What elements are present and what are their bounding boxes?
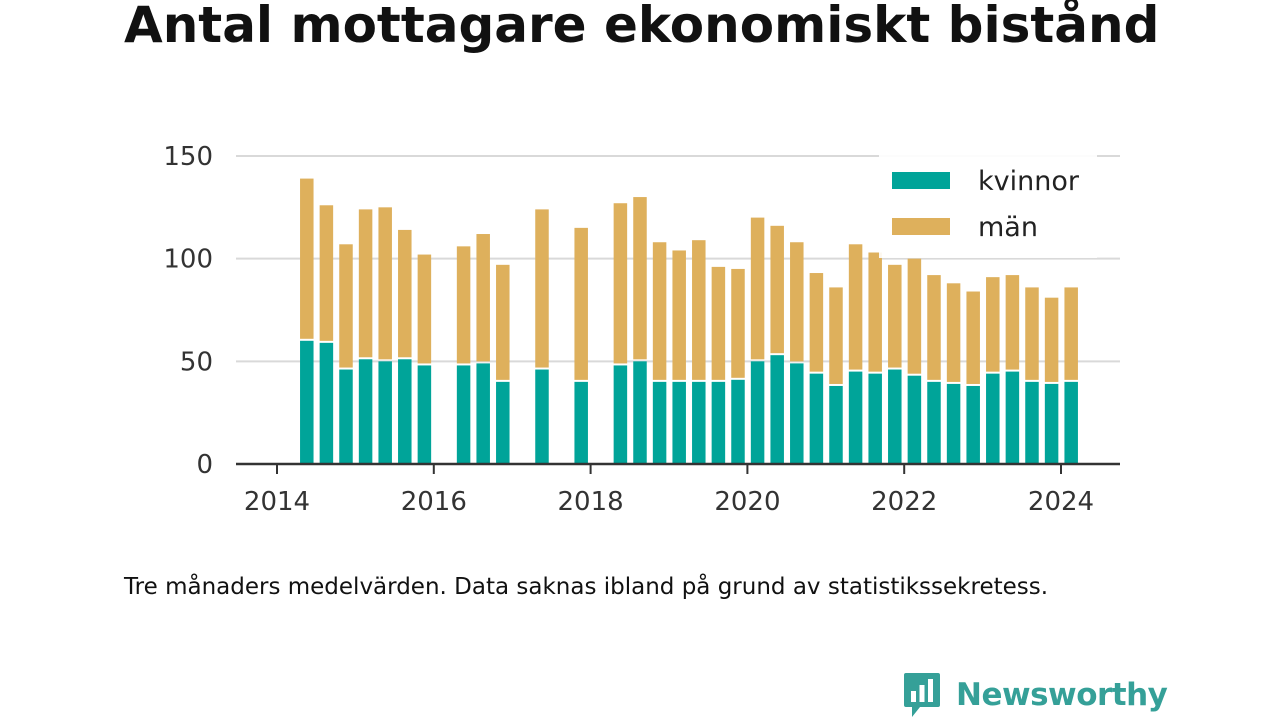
bar-man	[731, 268, 745, 378]
axes: 0 50 100 150 2014 2016 2018 2020 2022 2024	[163, 142, 1120, 517]
y-tick-label: 150	[163, 142, 213, 172]
x-tick-label: 2014	[244, 487, 310, 517]
bar-man	[613, 203, 628, 364]
y-tick-label: 0	[196, 450, 213, 480]
bar-kvinnor	[731, 379, 745, 464]
legend-swatch	[892, 172, 950, 189]
bar-man	[927, 275, 941, 380]
x-tick-label: 2016	[401, 487, 467, 517]
bar-kvinnor	[574, 381, 588, 464]
bar-man	[652, 242, 667, 380]
bar-man	[456, 246, 471, 364]
bar-man	[1025, 287, 1039, 380]
bar-man	[300, 178, 314, 339]
y-tick-label: 50	[180, 347, 213, 377]
bar-kvinnor	[770, 355, 784, 464]
bar-kvinnor	[496, 381, 510, 464]
bar-man	[574, 227, 588, 380]
bar-man	[398, 229, 412, 358]
bar-kvinnor	[946, 383, 961, 464]
bar-man	[496, 264, 510, 380]
bar-man	[358, 209, 373, 358]
bar-man	[339, 244, 353, 368]
bar-man	[378, 207, 392, 360]
bar-kvinnor	[1005, 371, 1020, 464]
bar-man	[417, 254, 432, 364]
bar-man	[1005, 275, 1020, 370]
bar-man	[966, 291, 980, 384]
legend-label: kvinnor	[978, 166, 1080, 197]
x-tick-label: 2022	[871, 487, 937, 517]
x-tick-label: 2024	[1028, 487, 1094, 517]
bar-kvinnor	[1044, 383, 1059, 464]
bar-kvinnor	[535, 369, 549, 464]
bar-kvinnor	[417, 365, 432, 464]
legend-label: män	[978, 212, 1038, 243]
bars	[300, 178, 1078, 464]
bar-kvinnor	[476, 363, 490, 464]
x-tick-label: 2018	[558, 487, 624, 517]
bar-kvinnor	[927, 381, 941, 464]
y-tick-label: 100	[163, 245, 213, 275]
bar-kvinnor	[809, 373, 824, 464]
brand-name: Newsworthy	[956, 677, 1168, 713]
bar-kvinnor	[1025, 381, 1039, 464]
bar-kvinnor	[1064, 381, 1078, 464]
bar-kvinnor	[888, 369, 902, 464]
bar-man	[692, 240, 706, 380]
bar-kvinnor	[672, 381, 686, 464]
bar-man	[868, 252, 882, 372]
bar-kvinnor	[986, 373, 1000, 464]
bar-man	[848, 244, 863, 370]
bar-man	[770, 225, 784, 354]
legend: kvinnor män	[879, 154, 1097, 258]
bar-kvinnor	[829, 385, 843, 464]
bar-kvinnor	[358, 359, 373, 464]
brand: Newsworthy	[902, 670, 1168, 720]
bar-kvinnor	[398, 359, 412, 464]
bar-man	[1044, 297, 1059, 382]
bar-kvinnor	[378, 361, 392, 464]
bar-kvinnor	[790, 363, 804, 464]
chart-title: Antal mottagare ekonomiskt bistånd	[124, 0, 1160, 54]
bar-kvinnor	[750, 361, 765, 464]
bar-kvinnor	[907, 375, 922, 464]
bar-man	[535, 209, 549, 368]
bar-man	[907, 258, 922, 374]
bar-man	[790, 242, 804, 362]
bar-man	[888, 264, 902, 368]
x-tick-label: 2020	[714, 487, 780, 517]
bar-man	[1064, 287, 1078, 380]
bar-man	[633, 197, 647, 360]
bar-kvinnor	[848, 371, 863, 464]
bar-man	[750, 217, 765, 360]
bar-kvinnor	[711, 381, 726, 464]
legend-box	[879, 154, 1097, 258]
bar-kvinnor	[300, 340, 314, 464]
bar-man	[711, 266, 726, 380]
bar-man	[809, 273, 824, 372]
bar-man	[319, 205, 334, 341]
bar-kvinnor	[652, 381, 667, 464]
legend-swatch	[892, 218, 950, 235]
bar-kvinnor	[633, 361, 647, 464]
bar-man	[476, 234, 490, 362]
bar-kvinnor	[868, 373, 882, 464]
bar-kvinnor	[339, 369, 353, 464]
bar-man	[672, 250, 686, 380]
bar-kvinnor	[613, 365, 628, 464]
bar-man	[946, 283, 961, 382]
bar-man	[829, 287, 843, 384]
bar-kvinnor	[692, 381, 706, 464]
bar-kvinnor	[966, 385, 980, 464]
chart-caption: Tre månaders medelvärden. Data saknas ib…	[124, 574, 1049, 600]
bar-kvinnor	[456, 365, 471, 464]
bar-chart-logo-icon	[904, 673, 940, 717]
bar-man	[986, 277, 1000, 372]
bar-kvinnor	[319, 342, 334, 464]
